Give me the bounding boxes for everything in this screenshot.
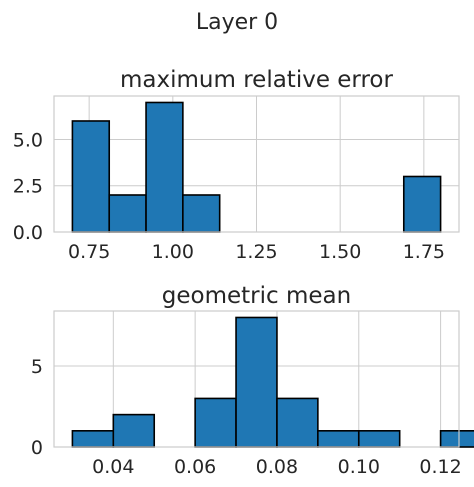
geometric-mean-bar-9 bbox=[439, 430, 474, 448]
max-relative-error-bar-3 bbox=[182, 194, 221, 233]
geometric-mean-bar-4 bbox=[235, 316, 278, 448]
max-relative-error-bar-9 bbox=[402, 175, 442, 233]
max-relative-error-xtick-label: 0.75 bbox=[68, 241, 110, 263]
geometric-mean-bar-0 bbox=[71, 430, 115, 448]
geometric-mean-xtick-label: 0.12 bbox=[419, 456, 461, 478]
geometric-mean-bar-3 bbox=[194, 397, 237, 448]
geometric-mean-axes-frame bbox=[53, 310, 460, 448]
geometric-mean-xtick-label: 0.06 bbox=[174, 456, 216, 478]
geometric-mean-bar-6 bbox=[317, 430, 360, 448]
geometric-mean-bar-1 bbox=[112, 413, 156, 448]
geometric-mean-xtick-label: 0.08 bbox=[256, 456, 298, 478]
max-relative-error-xtick-label: 1.00 bbox=[152, 241, 194, 263]
max-relative-error-ytick-label: 0.0 bbox=[13, 222, 43, 244]
geometric-mean-ytick-label: 0 bbox=[31, 437, 43, 459]
geometric-mean-xtick-label: 0.10 bbox=[338, 456, 380, 478]
geometric-mean-bar-7 bbox=[357, 430, 401, 448]
figure-title: Layer 0 bbox=[196, 10, 278, 35]
max-relative-error-ytick-label: 5.0 bbox=[13, 129, 43, 151]
max-relative-error-title: maximum relative error bbox=[120, 67, 393, 93]
histogram-max-relative-error: maximum relative error 0.75 1.00 1.25 1.50 1.… bbox=[13, 67, 460, 263]
max-relative-error-ytick-label: 2.5 bbox=[13, 176, 43, 198]
max-relative-error-bar-2 bbox=[145, 101, 184, 233]
max-relative-error-xtick-label: 1.50 bbox=[319, 241, 361, 263]
geometric-mean-title: geometric mean bbox=[162, 283, 351, 309]
max-relative-error-axes-frame bbox=[53, 95, 460, 233]
geometric-mean-ytick-label: 5 bbox=[31, 356, 43, 378]
max-relative-error-bar-0 bbox=[71, 120, 111, 233]
geometric-mean-bar-5 bbox=[276, 397, 319, 448]
max-relative-error-bar-1 bbox=[108, 194, 147, 233]
histogram-geometric-mean: geometric mean 0.04 0.06 0.08 0.10 0.12 0 5 bbox=[31, 283, 474, 478]
max-relative-error-xtick-label: 1.75 bbox=[403, 241, 445, 263]
max-relative-error-xtick-label: 1.25 bbox=[235, 241, 277, 263]
geometric-mean-xtick-label: 0.04 bbox=[92, 456, 134, 478]
